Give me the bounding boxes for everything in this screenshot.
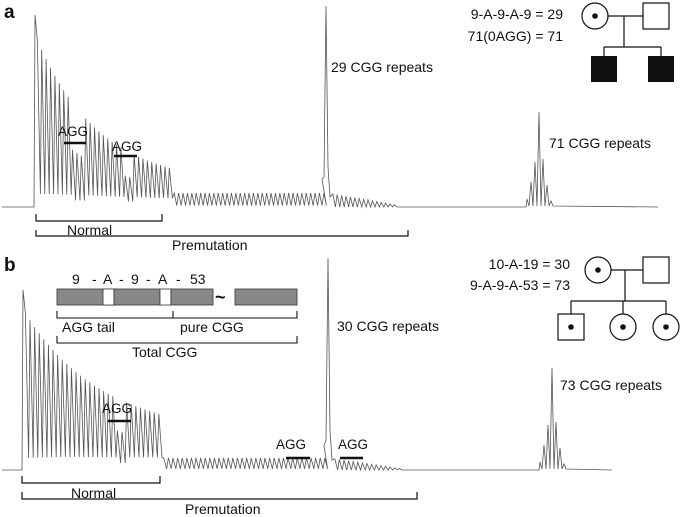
panel-a-peak-label-29: 29 CGG repeats bbox=[331, 59, 433, 75]
panel-a-formula-1: 9-A-9-A-9 = 29 bbox=[471, 6, 563, 22]
schematic-number-3: 53 bbox=[190, 271, 206, 287]
schematic-agg-tail-bracket bbox=[56, 311, 174, 319]
schematic-agg-block-2 bbox=[159, 288, 172, 306]
panel-a-peak-label-71: 71 CGG repeats bbox=[549, 135, 651, 151]
panel-b-electropherogram bbox=[2, 257, 613, 472]
panel-b-peak-label-73: 73 CGG repeats bbox=[560, 377, 662, 393]
panel-a-affected-son-2-symbol bbox=[648, 56, 674, 82]
panel-a-mother-carrier-dot bbox=[592, 13, 598, 19]
panel-b-daughter-1-carrier-symbol bbox=[609, 313, 637, 341]
panel-b-label: b bbox=[4, 255, 16, 276]
schematic-total-cgg-bracket bbox=[56, 336, 298, 344]
panel-b-normal-bracket bbox=[21, 476, 161, 484]
panel-b-pedigree bbox=[557, 256, 680, 341]
panel-b-normal-label: Normal bbox=[71, 485, 116, 501]
panel-b-repeat-schematic: 9 - A - 9 - A - 53 ~ AGG tail pure CGG T… bbox=[56, 271, 298, 360]
panel-a-agg-label-2: AGG bbox=[112, 139, 142, 154]
schematic-cgg-block-4 bbox=[234, 288, 298, 306]
schematic-agg-tail-label: AGG tail bbox=[62, 319, 115, 335]
panel-b-agg-label-1: AGG bbox=[102, 401, 132, 416]
panel-a-electropherogram bbox=[2, 5, 659, 209]
panel-b-formula-1: 10-A-19 = 30 bbox=[489, 256, 571, 272]
schematic-total-cgg-label: Total CGG bbox=[132, 344, 197, 360]
schematic-cgg-block-3 bbox=[170, 288, 214, 306]
schematic-dash-2: - bbox=[119, 271, 124, 287]
panel-a-normal-label: Normal bbox=[67, 222, 112, 238]
schematic-dash-4: - bbox=[176, 271, 181, 287]
panel-b-agg-label-2: AGG bbox=[276, 437, 306, 452]
schematic-dash-1: - bbox=[92, 271, 97, 287]
schematic-pure-cgg-bracket bbox=[173, 311, 298, 319]
panel-b-son-carrier-symbol bbox=[557, 313, 585, 341]
panel-a-father-symbol bbox=[642, 2, 670, 30]
schematic-a-1: A bbox=[103, 271, 113, 287]
panel-a: a 29 CGG repeats 71 CGG repeats AGG AGG … bbox=[2, 2, 674, 253]
panel-a-premutation-bracket bbox=[35, 230, 409, 237]
panel-b-premutation-bracket bbox=[21, 492, 418, 500]
panel-a-agg-label-1: AGG bbox=[58, 124, 88, 139]
schematic-cgg-block-2 bbox=[113, 288, 161, 306]
panel-a-normal-bracket bbox=[35, 214, 163, 222]
schematic-a-2: A bbox=[158, 271, 168, 287]
panel-a-formula-2: 71(0AGG) = 71 bbox=[468, 28, 564, 44]
panel-b-father-symbol bbox=[642, 256, 670, 284]
panel-a-affected-son-1-symbol bbox=[591, 56, 617, 82]
panel-b-agg-label-3: AGG bbox=[338, 437, 368, 452]
schematic-number-2: 9 bbox=[131, 271, 139, 287]
panel-b-formula-2: 9-A-9-A-53 = 73 bbox=[470, 277, 570, 293]
panel-b-peak-label-30: 30 CGG repeats bbox=[337, 318, 439, 334]
panel-b-daughter-2-carrier-symbol bbox=[652, 313, 680, 341]
schematic-agg-block-1 bbox=[102, 288, 115, 306]
panel-a-premutation-label: Premutation bbox=[172, 237, 247, 253]
schematic-number-1: 9 bbox=[72, 271, 80, 287]
schematic-tilde: ~ bbox=[215, 287, 226, 307]
panel-b-mother-carrier-dot bbox=[595, 267, 601, 273]
panel-b: b 9 - A - 9 - A - 53 ~ AGG tail pure CGG bbox=[2, 255, 680, 517]
schematic-pure-cgg-label: pure CGG bbox=[180, 319, 244, 335]
panel-b-daughter-2-carrier-dot bbox=[663, 324, 669, 330]
panel-b-son-carrier-dot bbox=[568, 324, 574, 330]
panel-a-pedigree bbox=[581, 2, 674, 82]
panel-b-daughter-1-carrier-dot bbox=[620, 324, 626, 330]
panel-a-label: a bbox=[4, 2, 15, 23]
panel-b-premutation-label: Premutation bbox=[185, 501, 260, 517]
schematic-dash-3: - bbox=[146, 271, 151, 287]
